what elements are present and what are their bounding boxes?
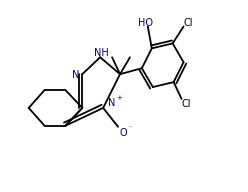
Text: NH: NH xyxy=(94,48,109,58)
Text: N: N xyxy=(72,70,79,80)
Text: ⁻: ⁻ xyxy=(128,126,132,131)
Text: O: O xyxy=(119,128,127,138)
Text: Cl: Cl xyxy=(182,99,191,109)
Text: HO: HO xyxy=(138,17,153,27)
Text: N: N xyxy=(108,98,116,108)
Text: Cl: Cl xyxy=(184,17,193,27)
Text: +: + xyxy=(116,95,122,101)
